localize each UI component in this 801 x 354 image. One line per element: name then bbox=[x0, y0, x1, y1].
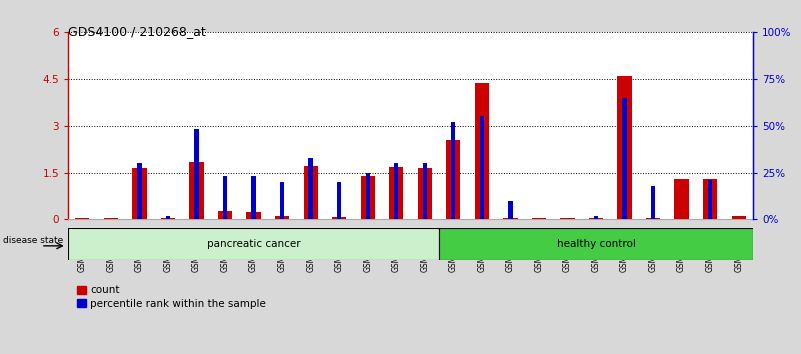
Bar bbox=[731, 216, 746, 219]
Bar bbox=[622, 97, 626, 219]
Bar bbox=[439, 228, 753, 260]
Bar bbox=[360, 176, 375, 219]
Bar bbox=[104, 218, 118, 219]
Bar bbox=[166, 216, 170, 219]
Bar bbox=[532, 218, 546, 219]
Bar bbox=[252, 176, 256, 219]
Bar bbox=[423, 163, 427, 219]
Bar bbox=[247, 212, 260, 219]
Bar bbox=[594, 216, 598, 219]
Bar bbox=[503, 218, 517, 219]
Bar bbox=[646, 218, 660, 219]
Bar bbox=[280, 182, 284, 219]
Text: GDS4100 / 210268_at: GDS4100 / 210268_at bbox=[68, 25, 206, 38]
Bar bbox=[332, 217, 346, 219]
Bar bbox=[218, 211, 232, 219]
Bar bbox=[451, 122, 456, 219]
Bar bbox=[161, 218, 175, 219]
Bar bbox=[589, 218, 603, 219]
Text: healthy control: healthy control bbox=[557, 239, 635, 249]
Bar bbox=[365, 172, 370, 219]
Bar bbox=[132, 168, 147, 219]
Bar bbox=[394, 163, 398, 219]
Bar bbox=[75, 218, 90, 219]
Bar bbox=[708, 180, 712, 219]
Bar bbox=[308, 158, 312, 219]
Bar bbox=[480, 116, 484, 219]
Bar bbox=[223, 176, 227, 219]
Bar bbox=[275, 216, 289, 219]
Bar bbox=[446, 140, 461, 219]
Bar bbox=[475, 84, 489, 219]
Text: pancreatic cancer: pancreatic cancer bbox=[207, 239, 300, 249]
Bar bbox=[561, 218, 574, 219]
Bar bbox=[189, 162, 203, 219]
Bar bbox=[703, 179, 717, 219]
Bar bbox=[195, 130, 199, 219]
Bar bbox=[337, 182, 341, 219]
Bar bbox=[304, 166, 318, 219]
Bar bbox=[389, 167, 404, 219]
Bar bbox=[137, 163, 142, 219]
Text: disease state: disease state bbox=[2, 236, 63, 245]
Bar bbox=[674, 179, 689, 219]
Bar bbox=[618, 76, 632, 219]
Bar bbox=[509, 201, 513, 219]
Bar bbox=[417, 168, 432, 219]
Legend: count, percentile rank within the sample: count, percentile rank within the sample bbox=[74, 281, 270, 313]
Bar bbox=[651, 186, 655, 219]
Bar bbox=[68, 228, 439, 260]
